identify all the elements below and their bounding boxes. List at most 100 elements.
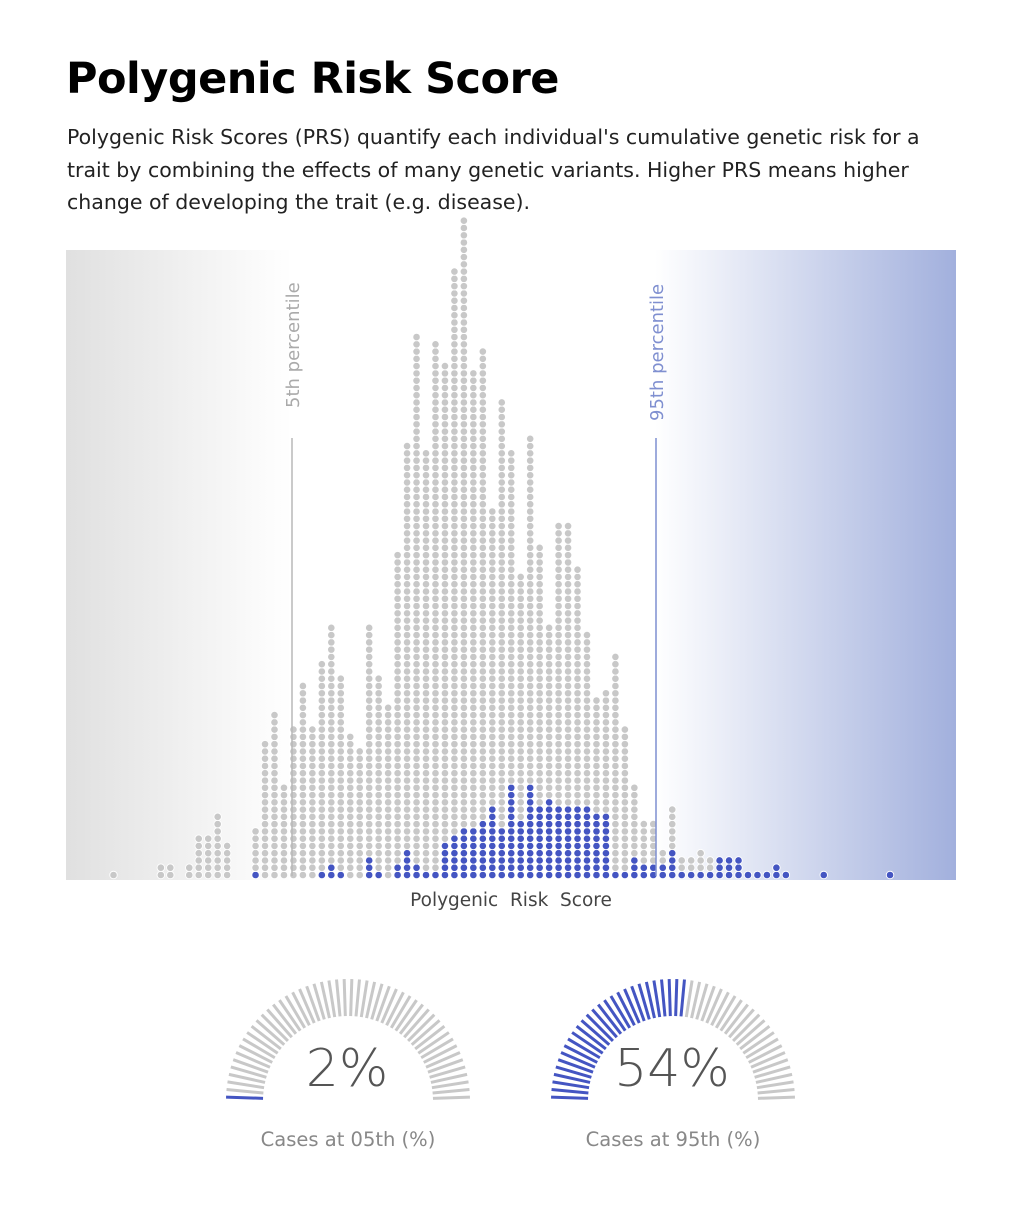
control-dot (279, 783, 289, 792)
gauge-tick (226, 1095, 264, 1100)
description: Polygenic Risk Scores (PRS) quantify eac… (67, 125, 920, 214)
gauge-tick (327, 980, 337, 1018)
gauge-tick (616, 991, 636, 1026)
gauge-tick (560, 1051, 596, 1069)
x-axis-label: Polygenic Risk Score (410, 890, 612, 911)
gauge-tick (757, 1095, 795, 1100)
control-dot (639, 819, 649, 829)
gauge-tick (432, 1095, 470, 1100)
gauge-tick (652, 980, 662, 1018)
low-risk-band (66, 250, 292, 880)
control-dot (544, 623, 554, 633)
gauge-tick (370, 983, 384, 1020)
gauge-tick (667, 979, 672, 1017)
gauge-tick (246, 1031, 279, 1055)
control-dot (364, 623, 374, 633)
control-dot (327, 623, 336, 633)
case-dot (772, 863, 781, 872)
gauge-tick (284, 995, 307, 1029)
gauge-tick (410, 1019, 441, 1046)
gauge-tick (644, 981, 656, 1019)
gauge-tick (349, 979, 354, 1017)
gauge-tick (335, 979, 342, 1017)
control-dot (611, 652, 620, 662)
control-dot (156, 863, 166, 872)
case-dot (724, 856, 734, 865)
gauge-tick (756, 1080, 794, 1090)
gauge-tick (230, 1065, 267, 1079)
gauge-tick (226, 1088, 264, 1095)
gauge-tick (739, 1025, 771, 1051)
gauge-tick (748, 1044, 783, 1064)
control-dot (601, 689, 611, 698)
control-dot (705, 856, 715, 865)
control-dot (450, 267, 459, 276)
gauge-tick (423, 1044, 458, 1064)
gauge-tick (431, 1080, 469, 1090)
gauge-tick (719, 999, 743, 1032)
control-dot (573, 565, 582, 574)
gauge-tick (430, 1072, 468, 1084)
control-dot (251, 827, 260, 836)
gauge-tick (591, 1008, 618, 1039)
gauge-tick (623, 988, 641, 1024)
gauge-tick (242, 1037, 276, 1060)
gauge-tick (728, 1008, 755, 1039)
gauge-tick (660, 979, 667, 1017)
gauge-tick (354, 979, 361, 1017)
gauge-1-label: Cases at 95th (%) (586, 1128, 761, 1151)
control-dot (336, 674, 345, 683)
gauge-tick (407, 1013, 436, 1042)
control-dot (658, 848, 667, 858)
gauge-tick (291, 991, 311, 1026)
control-dot (346, 732, 355, 742)
gauge-tick (417, 1031, 450, 1055)
gauge-tick (754, 1065, 791, 1079)
case-dot (762, 870, 772, 880)
gauge-tick (710, 991, 730, 1026)
control-dot (260, 739, 270, 749)
control-dot (166, 863, 175, 872)
control-dot (213, 812, 222, 822)
gauge-1-ticks (551, 979, 795, 1100)
gauge-tick (398, 1003, 424, 1035)
gauge-tick (580, 1019, 611, 1046)
gauge-tick (266, 1008, 293, 1039)
control-dot (459, 216, 469, 225)
gauge-tick (555, 1065, 592, 1079)
gauge-tick (750, 1051, 786, 1069)
control-dot (317, 659, 327, 669)
p95-label: 95th percentile (647, 284, 668, 421)
control-dot (194, 834, 203, 843)
gauge-cases-05th: 2% Cases at 05th (%) (226, 979, 470, 1151)
gauge-tick (232, 1058, 269, 1074)
control-dot (109, 870, 118, 880)
gauge-tick (429, 1065, 466, 1079)
gauge-tick (603, 999, 627, 1032)
control-dot (525, 434, 535, 443)
gauge-tick (427, 1058, 464, 1074)
gauge-0-value: 2% (306, 1039, 389, 1099)
control-dot (649, 819, 658, 829)
control-dot (355, 747, 364, 756)
gauge-tick (272, 1003, 298, 1035)
gauge-tick (227, 1080, 265, 1090)
gauge-tick (585, 1013, 614, 1042)
high-risk-band (655, 250, 956, 880)
control-dot (696, 848, 705, 858)
control-dot (412, 332, 421, 342)
gauge-tick (735, 1019, 766, 1046)
gauge-tick (403, 1008, 430, 1039)
control-dot (185, 863, 194, 872)
gauge-tick (319, 981, 331, 1019)
gauge-1-value: 54% (614, 1039, 730, 1099)
gauge-tick (752, 1058, 789, 1074)
gauge-tick (312, 983, 326, 1020)
gauge-tick (238, 1044, 273, 1064)
gauge-tick (551, 1095, 589, 1100)
gauge-tick (742, 1031, 775, 1055)
control-dot (582, 630, 592, 640)
gauge-tick (684, 980, 694, 1018)
control-dot (592, 696, 601, 705)
